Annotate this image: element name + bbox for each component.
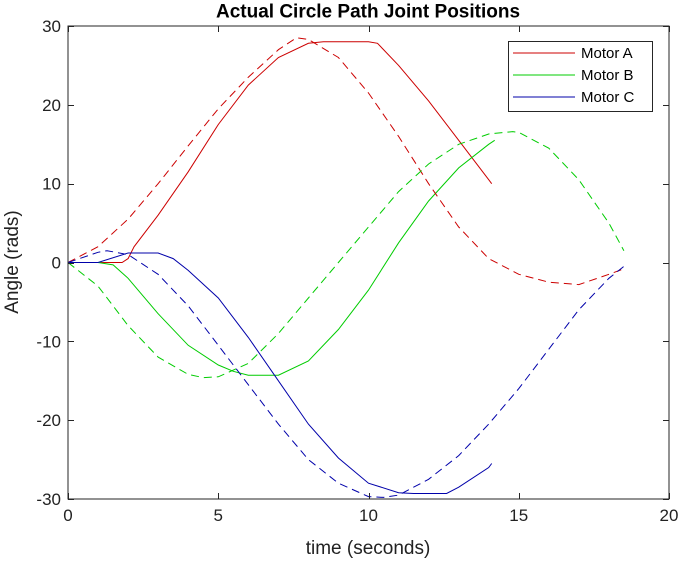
x-tick-label: 10 [359,506,378,525]
plot-area [67,37,625,498]
y-tick-label: -10 [36,332,61,351]
legend-label-motor-b: Motor B [581,67,634,84]
y-tick-label: 10 [42,175,61,194]
series-line-motor-a [68,41,493,263]
y-axis-label: Angle (rads) [2,210,23,314]
y-tick-label: -20 [36,411,61,430]
y-tick-label: 0 [52,254,61,273]
y-tick-label: 30 [42,17,61,36]
chart-title: Actual Circle Path Joint Positions [216,2,520,23]
axes-box [67,25,670,500]
x-tick-label: 20 [660,506,679,525]
legend-label-motor-c: Motor C [581,89,635,106]
y-tick-label: 20 [42,96,61,115]
series-line-motor-b [68,139,495,376]
legend: Motor A Motor B Motor C [508,41,653,112]
series-line-motor-a-reference-dashed [67,37,625,286]
series-line-motor-b-reference-dashed [67,131,625,379]
series-line-motor-c [68,252,493,494]
series-line-motor-c-reference-dashed [67,250,625,498]
legend-label-motor-a: Motor A [581,45,633,62]
x-tick-label: 0 [63,506,72,525]
x-axis-label: time (seconds) [306,538,431,559]
y-tick-label: -30 [36,490,61,509]
x-tick-label: 15 [509,506,528,525]
x-tick-label: 5 [214,506,223,525]
axes: 0 5 10 15 20 -30 -20 -10 0 10 20 30 [36,17,678,525]
